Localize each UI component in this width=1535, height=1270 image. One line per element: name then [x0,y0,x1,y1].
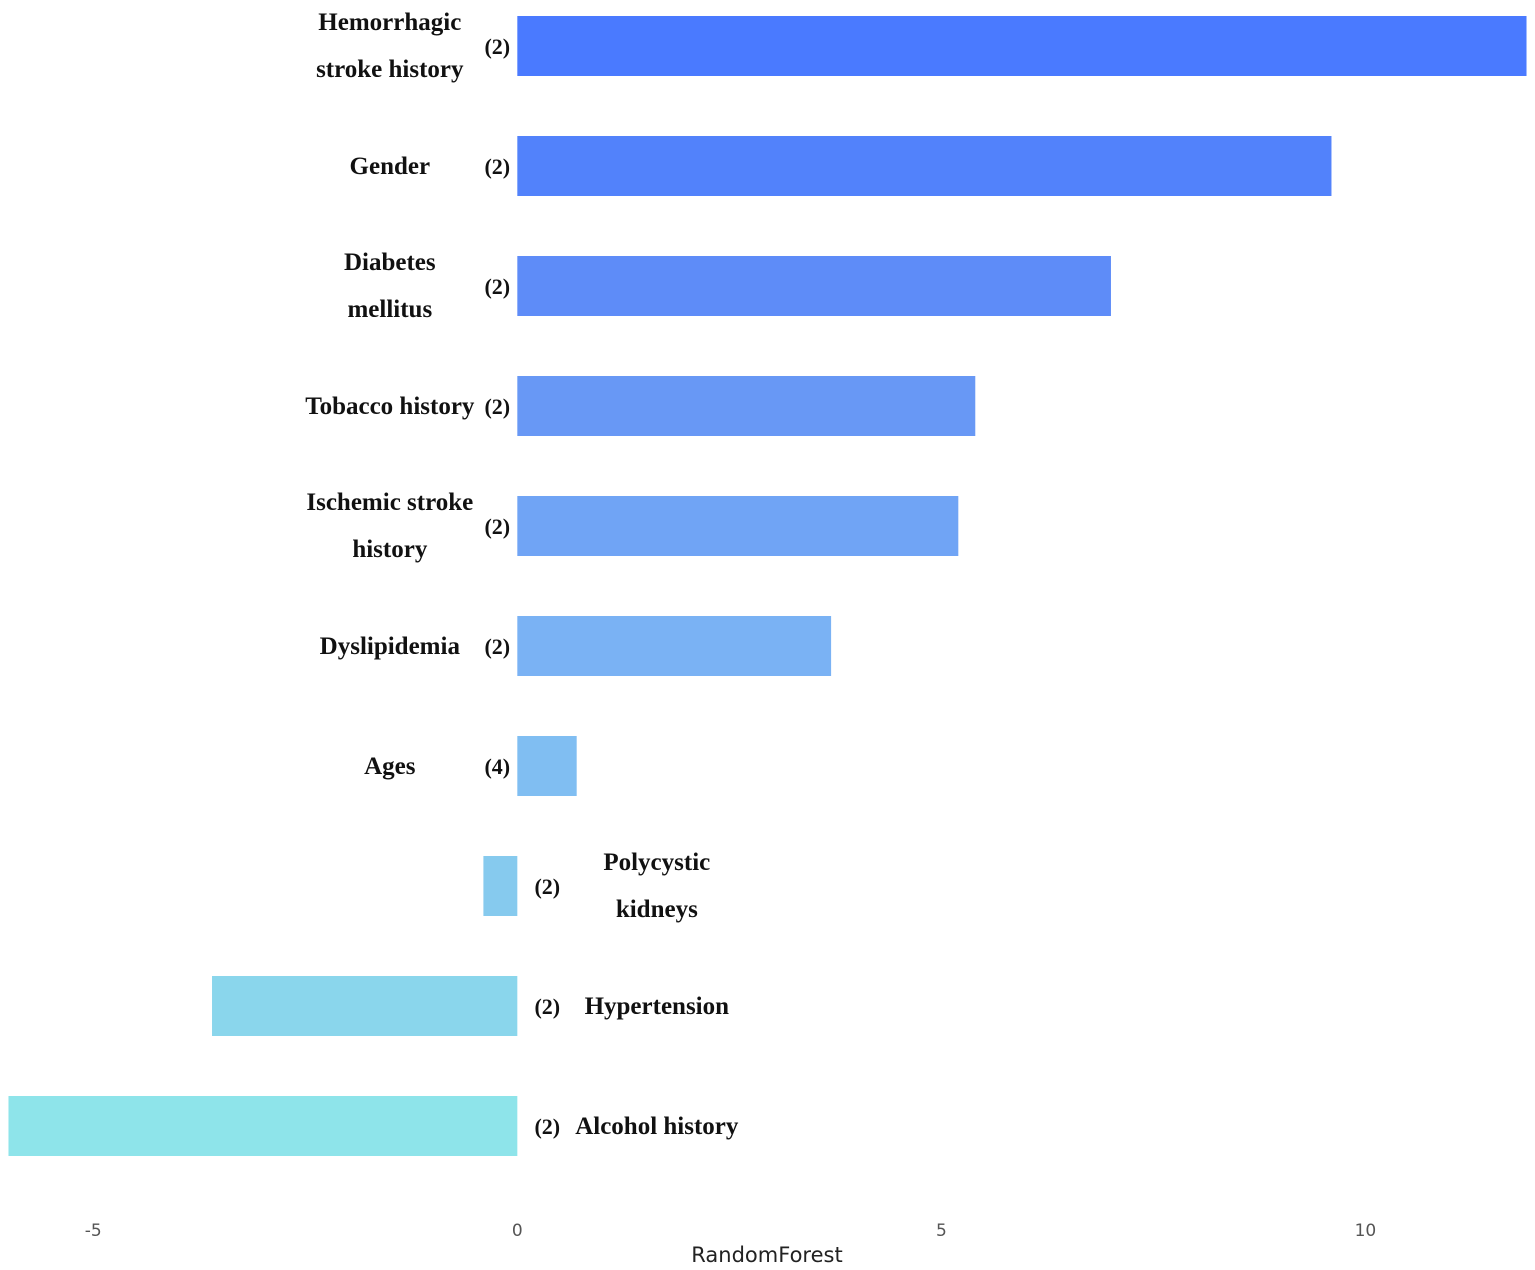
x-axis-title: RandomForest [691,1243,842,1267]
category-label: Ischemic stroke history [306,489,474,563]
bar [212,976,518,1036]
bar [517,616,832,676]
category-label: Polycystic kidneys [603,849,711,923]
level-label: (2) [484,153,511,179]
category-label: Dyslipidemia [319,632,460,660]
bar [517,376,976,436]
bar [517,16,1527,76]
x-tick-label: -5 [85,1221,102,1241]
x-tick-label: 10 [1355,1221,1377,1241]
category-label: Gender [349,152,431,180]
x-tick-label: 5 [936,1221,947,1241]
category-label: Diabetes mellitus [343,249,436,323]
bar [517,256,1111,316]
category-label: Hypertension [584,992,730,1020]
x-tick-label: 0 [512,1221,523,1241]
level-label: (2) [484,33,511,59]
bar [517,496,959,556]
level-label: (2) [534,993,561,1019]
bar [517,136,1332,196]
category-label: Hemorrhagic stroke history [316,9,464,83]
level-label: (2) [484,393,511,419]
category-label: Alcohol history [575,1112,739,1140]
bar [517,736,577,796]
category-label: Tobacco history [305,392,475,420]
level-label: (2) [484,633,511,659]
category-label: Ages [364,752,416,780]
bar [8,1096,518,1156]
level-label: (2) [484,273,511,299]
level-label: (4) [484,753,511,779]
level-label: (2) [534,1113,561,1139]
bar [483,856,518,916]
level-label: (2) [484,513,511,539]
level-label: (2) [534,873,561,899]
